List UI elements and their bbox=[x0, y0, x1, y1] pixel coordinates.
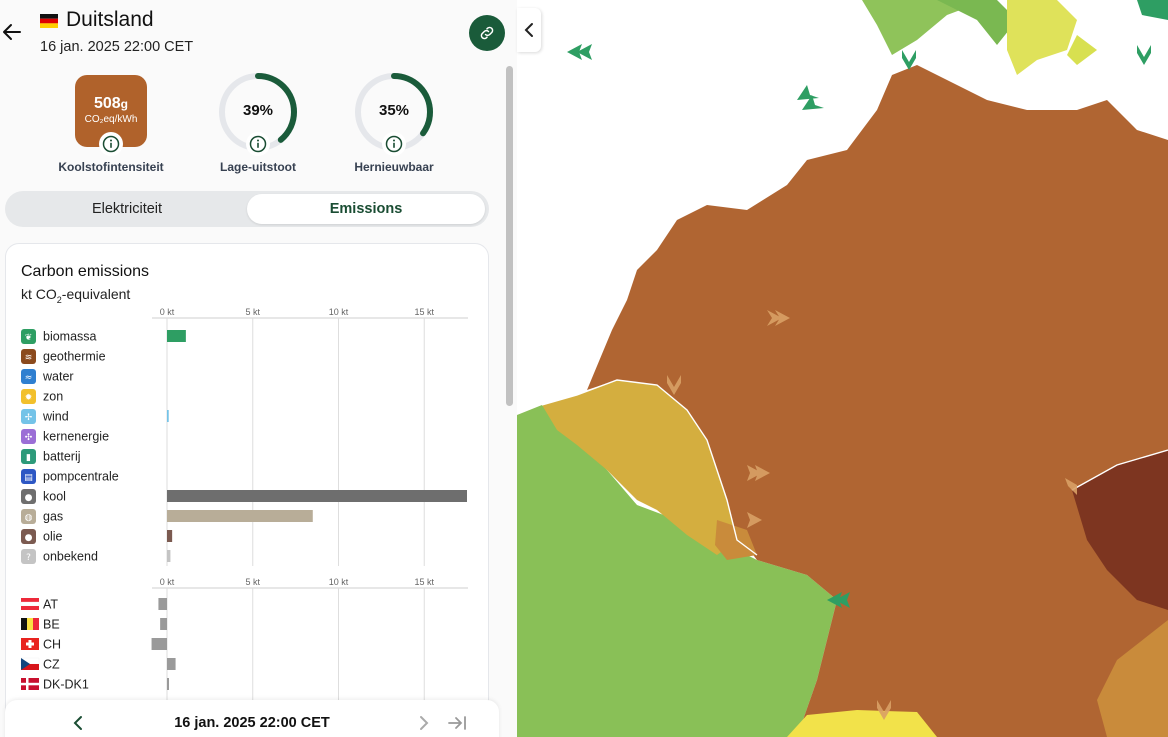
carbon-intensity-unit-g: g bbox=[120, 97, 129, 111]
collapse-panel-button[interactable] bbox=[517, 8, 541, 52]
subtitle-suffix: -equivalent bbox=[61, 286, 131, 302]
footer-datetime: 16 jan. 2025 22:00 CET bbox=[174, 715, 330, 731]
map-region-switzerland[interactable] bbox=[787, 710, 937, 737]
subtitle-prefix: kt CO bbox=[21, 286, 57, 302]
chart-subtitle: kt CO2-equivalent bbox=[21, 286, 130, 305]
tab-electricity[interactable]: Elektriciteit bbox=[91, 201, 163, 217]
map-region-dk-island[interactable] bbox=[937, 0, 1017, 45]
carbon-intensity-unit: CO₂eq/kWh bbox=[84, 114, 138, 125]
flow-arrows-green bbox=[567, 44, 1151, 608]
tab-switcher: Elektriciteit Emissions bbox=[5, 191, 489, 227]
europe-map[interactable] bbox=[517, 0, 1168, 737]
carbon-intensity-label: Koolstofintensiteit bbox=[58, 160, 164, 174]
side-panel: Duitsland 16 jan. 2025 22:00 CET 508g CO… bbox=[0, 0, 517, 737]
renewable-label: Hernieuwbaar bbox=[354, 160, 434, 174]
share-link-button[interactable] bbox=[469, 15, 505, 51]
info-icon[interactable] bbox=[248, 134, 268, 154]
map-region-north[interactable] bbox=[1137, 0, 1168, 20]
skip-to-latest-icon[interactable] bbox=[447, 714, 467, 737]
map-region-belgium[interactable] bbox=[542, 380, 737, 555]
map-region-luxembourg[interactable] bbox=[715, 520, 757, 560]
chart-title: Carbon emissions bbox=[21, 263, 150, 280]
info-icon[interactable] bbox=[101, 134, 121, 154]
time-controller: 16 jan. 2025 22:00 CET bbox=[5, 700, 499, 737]
map-region-france[interactable] bbox=[517, 405, 837, 737]
low-emission-label: Lage-uitstoot bbox=[220, 160, 296, 174]
renewable-value: 35% bbox=[378, 102, 410, 119]
carbon-intensity-value: 508 bbox=[93, 95, 121, 112]
link-icon bbox=[480, 26, 494, 40]
scrollbar-thumb[interactable] bbox=[506, 66, 513, 406]
previous-arrow-icon[interactable] bbox=[71, 715, 85, 736]
map-region-denmark[interactable] bbox=[862, 0, 987, 55]
info-icon[interactable] bbox=[384, 134, 404, 154]
back-arrow-icon[interactable] bbox=[0, 20, 24, 44]
map-region-island[interactable] bbox=[1067, 35, 1097, 65]
subtitle-sub: 2 bbox=[56, 294, 62, 305]
map-region-czechia[interactable] bbox=[1072, 450, 1168, 610]
map-view[interactable] bbox=[517, 0, 1168, 737]
flow-arrows-brown bbox=[667, 310, 1077, 720]
tab-emissions[interactable]: Emissions bbox=[247, 194, 485, 224]
map-region-germany[interactable] bbox=[587, 65, 1168, 737]
map-region-sweden-south[interactable] bbox=[1007, 0, 1077, 75]
emissions-card bbox=[5, 243, 489, 737]
country-title: Duitsland bbox=[66, 8, 154, 31]
header-datetime: 16 jan. 2025 22:00 CET bbox=[40, 39, 194, 55]
low-emission-value: 39% bbox=[242, 102, 274, 119]
chevron-left-icon bbox=[524, 23, 533, 37]
map-region-austria[interactable] bbox=[1097, 620, 1168, 737]
germany-flag-icon bbox=[40, 14, 58, 28]
next-arrow-icon[interactable] bbox=[417, 715, 431, 736]
